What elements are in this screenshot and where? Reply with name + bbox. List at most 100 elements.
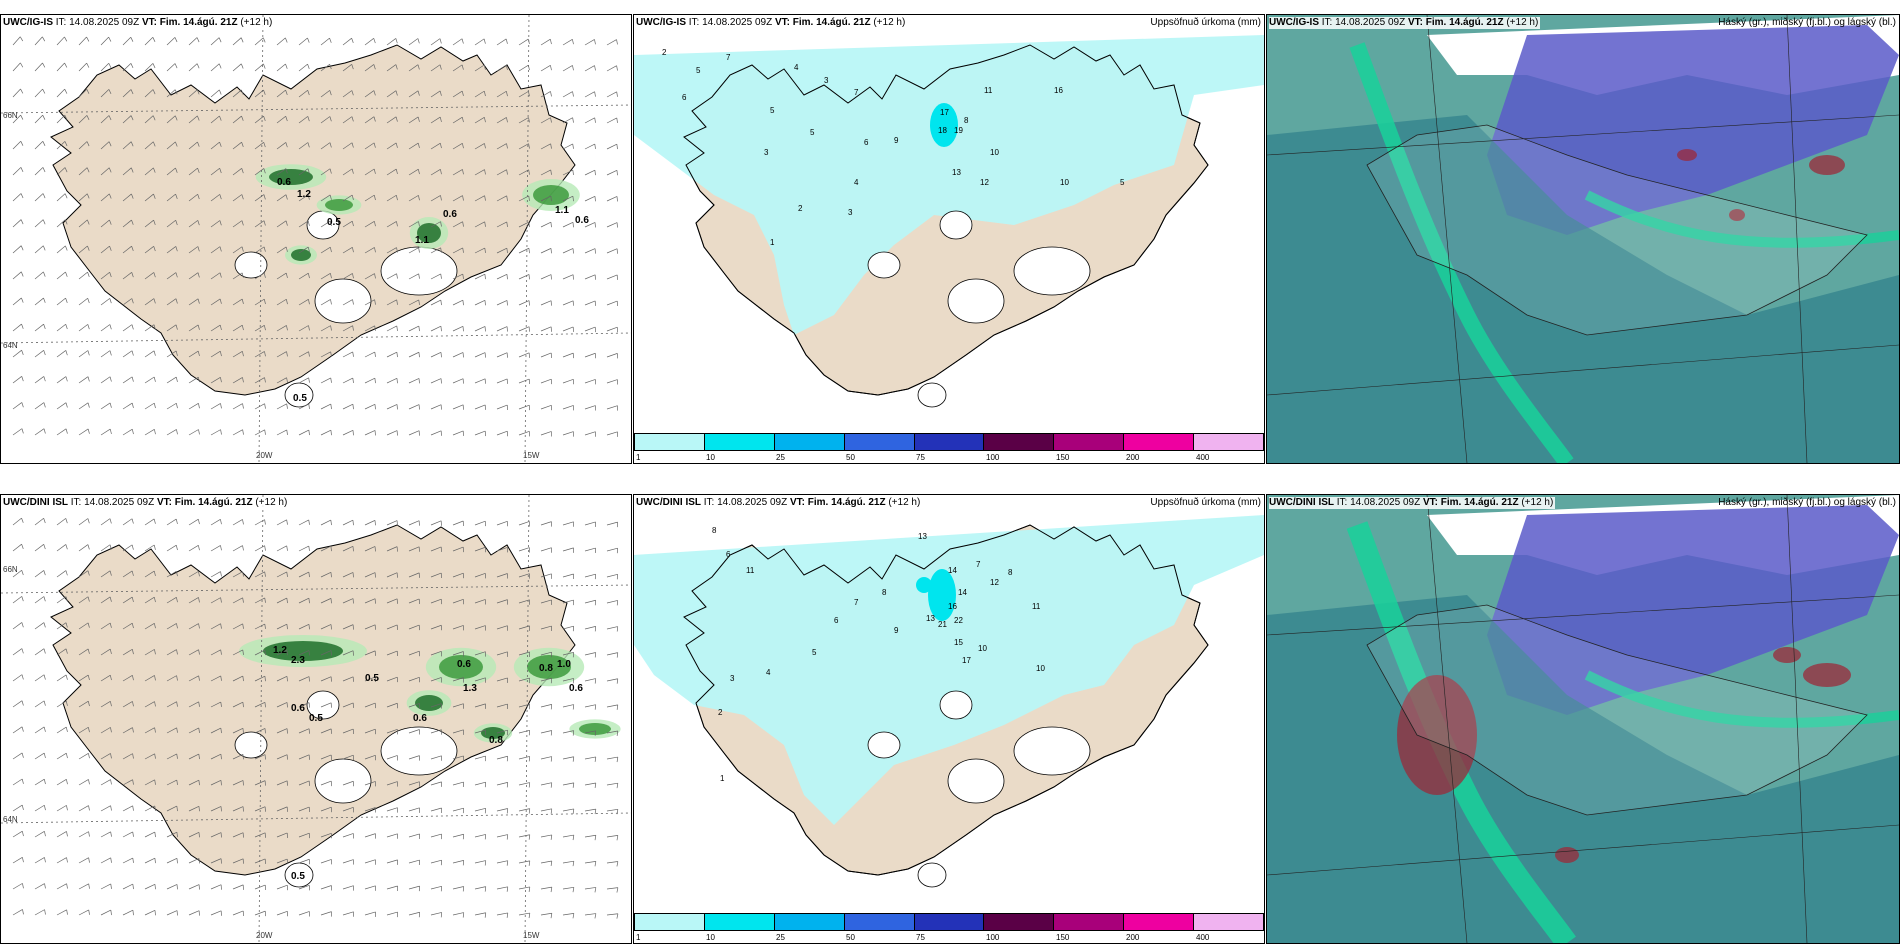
wind-barb xyxy=(562,808,575,814)
wind-barb xyxy=(34,909,46,916)
wind-barb xyxy=(386,90,398,98)
wind-barb xyxy=(100,544,112,552)
wind-barb xyxy=(342,247,354,254)
precip-amount-label: 12 xyxy=(990,578,999,587)
wind-barb xyxy=(364,377,376,384)
wind-barb xyxy=(496,404,508,411)
wind-barb xyxy=(188,623,200,630)
wind-barb xyxy=(364,859,376,865)
wind-barb xyxy=(408,38,420,46)
wind-barb xyxy=(474,352,486,358)
precip-amount-label: 14 xyxy=(948,566,957,575)
wind-barb xyxy=(298,676,310,682)
wind-speed-label: 0.5 xyxy=(327,217,341,228)
precip-amount-label: 3 xyxy=(764,148,769,157)
wind-barb xyxy=(474,886,487,892)
precip-map: 2 5 7 6 5 4 3 7 5 3 17 18 19 11 8 10 13 12 9 6 4 3 2 1 16 10 5 xyxy=(634,35,1264,408)
wind-barb xyxy=(166,597,178,604)
wind-barb xyxy=(12,271,24,280)
wind-barb xyxy=(496,834,509,840)
wind-barb xyxy=(34,857,46,864)
wind-barb xyxy=(430,624,442,631)
wind-barb xyxy=(518,677,530,684)
wind-barb xyxy=(34,167,46,176)
wind-barb xyxy=(474,326,486,332)
wind-barb xyxy=(188,141,200,150)
wind-barb xyxy=(12,349,24,358)
precip-amount-label: 10 xyxy=(978,644,987,653)
wind-barb xyxy=(408,116,420,124)
latitude-line xyxy=(1,104,631,114)
wind-barb xyxy=(430,404,442,410)
wind-barb xyxy=(452,247,464,254)
wind-barb xyxy=(276,728,288,734)
wind-barb xyxy=(518,834,531,840)
lat-label-64n: 64N xyxy=(3,815,18,824)
wind-barb xyxy=(562,782,575,788)
wind-barb xyxy=(232,246,244,254)
wind-barb xyxy=(408,520,420,526)
wind-barb xyxy=(56,428,68,436)
wind-barb xyxy=(56,62,68,72)
wind-barb xyxy=(78,36,90,46)
wind-barb xyxy=(320,246,332,254)
wind-barb xyxy=(540,834,553,840)
wind-barb xyxy=(166,89,178,98)
latitude-line xyxy=(1267,824,1899,876)
wind-barb xyxy=(518,860,531,866)
wind-barb xyxy=(144,298,156,306)
wind-barb xyxy=(276,806,288,812)
wind-barb xyxy=(276,116,288,124)
wind-speed-label: 1.2 xyxy=(297,189,311,200)
wind-barb xyxy=(166,570,178,578)
wind-barb xyxy=(386,911,398,918)
bottom-precip-panel: UWC/DINI ISL IT: 14.08.2025 09Z VT: Fim.… xyxy=(633,494,1265,944)
wind-map: 1.2 2.3 0.5 0.6 0.5 0.6 0.6 1.3 0.8 0.8 1.0 0.6 0.5 xyxy=(1,495,631,943)
wind-barb xyxy=(254,832,266,838)
wind-barb xyxy=(298,351,310,358)
lat-label-64n: 64N xyxy=(3,341,18,350)
wind-barb xyxy=(342,572,354,578)
wind-barb xyxy=(298,885,310,891)
wind-barb xyxy=(386,859,398,865)
wind-barb xyxy=(78,883,90,890)
wind-speed-core xyxy=(439,655,483,679)
wind-speed-label: 0.6 xyxy=(291,703,305,714)
wind-barb xyxy=(430,598,442,605)
wind-barb xyxy=(298,545,310,552)
wind-barb xyxy=(584,300,596,306)
wind-barb xyxy=(496,782,509,788)
wind-barb xyxy=(34,831,46,838)
wind-barb xyxy=(518,404,530,411)
wind-barb xyxy=(166,518,178,526)
wind-barb xyxy=(276,676,288,682)
colorbar-swatch xyxy=(1194,434,1264,450)
wind-barb xyxy=(518,326,530,332)
wind-barb xyxy=(144,649,156,656)
wind-barb xyxy=(342,403,354,410)
wind-barb xyxy=(584,626,597,632)
wind-barb xyxy=(254,377,266,384)
wind-barb xyxy=(518,547,530,553)
wind-barb xyxy=(232,597,244,604)
wind-barb xyxy=(364,430,376,436)
wind-barb xyxy=(584,599,597,606)
wind-barb xyxy=(584,547,596,554)
wind-barb xyxy=(78,674,90,682)
wind-barb xyxy=(320,571,332,578)
wind-barb xyxy=(408,729,420,735)
precip-amount-label: 5 xyxy=(812,648,817,657)
wind-barb xyxy=(144,753,156,760)
wind-barb xyxy=(276,377,288,384)
wind-barb xyxy=(78,622,90,630)
wind-barb xyxy=(78,805,90,812)
wind-barb xyxy=(342,676,354,682)
wind-barb xyxy=(232,832,244,838)
precip-amount-label: 8 xyxy=(964,116,969,125)
wind-barb xyxy=(364,520,376,526)
wind-barb xyxy=(320,90,332,98)
wind-barb xyxy=(12,804,24,812)
wind-barb xyxy=(408,325,420,332)
wind-barb xyxy=(342,833,354,839)
